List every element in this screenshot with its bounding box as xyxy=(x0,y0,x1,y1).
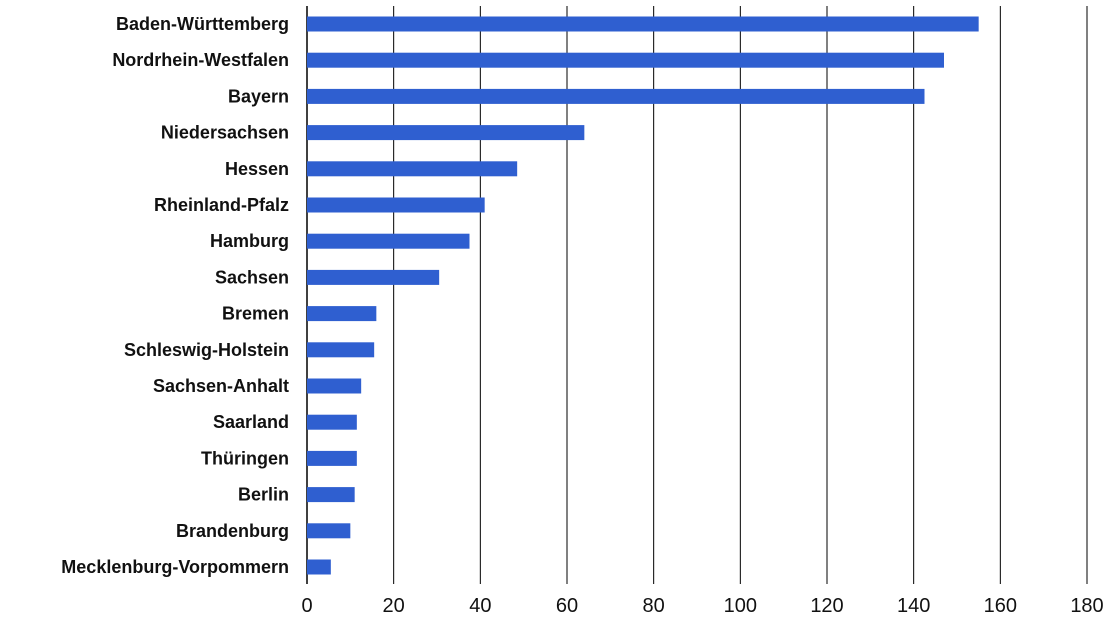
bar-berlin xyxy=(307,487,355,503)
category-label: Mecklenburg-Vorpommern xyxy=(61,557,289,577)
category-label: Berlin xyxy=(238,485,289,505)
bar-sachsen xyxy=(307,269,440,285)
bar-saarland xyxy=(307,414,357,430)
x-tick-label: 60 xyxy=(556,595,578,617)
category-label: Bremen xyxy=(222,304,289,324)
x-tick-label: 140 xyxy=(897,595,930,617)
bar-hamburg xyxy=(307,233,470,249)
category-label: Baden-Württemberg xyxy=(116,14,289,34)
bar-th-ringen xyxy=(307,450,357,466)
category-label: Niedersachsen xyxy=(161,123,289,143)
category-label: Bayern xyxy=(228,86,289,106)
x-tick-label: 20 xyxy=(383,595,405,617)
bar-sachsen-anhalt xyxy=(307,378,362,394)
category-label: Hamburg xyxy=(210,231,289,251)
category-label: Schleswig-Holstein xyxy=(124,340,289,360)
bar-bremen xyxy=(307,306,377,322)
bar-baden-w-rttemberg xyxy=(307,16,979,32)
x-tick-label: 40 xyxy=(469,595,491,617)
bar-mecklenburg-vorpommern xyxy=(307,559,331,575)
bar-nordrhein-westfalen xyxy=(307,52,944,68)
bar-bayern xyxy=(307,88,925,104)
bar-brandenburg xyxy=(307,523,351,539)
x-tick-label: 120 xyxy=(810,595,843,617)
category-label: Hessen xyxy=(225,159,289,179)
x-tick-label: 160 xyxy=(984,595,1017,617)
category-label: Rheinland-Pfalz xyxy=(154,195,289,215)
category-label: Saarland xyxy=(213,412,289,432)
bar-schleswig-holstein xyxy=(307,342,375,358)
x-tick-label: 100 xyxy=(724,595,757,617)
bar-hessen xyxy=(307,161,518,177)
bar-rheinland-pfalz xyxy=(307,197,485,213)
x-tick-label: 80 xyxy=(643,595,665,617)
category-label: Sachsen-Anhalt xyxy=(153,376,289,396)
category-label: Sachsen xyxy=(215,267,289,287)
x-tick-label: 0 xyxy=(301,595,312,617)
x-tick-label: 180 xyxy=(1070,595,1103,617)
bar-niedersachsen xyxy=(307,125,585,141)
category-label: Brandenburg xyxy=(176,521,289,541)
category-label: Thüringen xyxy=(201,448,289,468)
category-label: Nordrhein-Westfalen xyxy=(112,50,289,70)
